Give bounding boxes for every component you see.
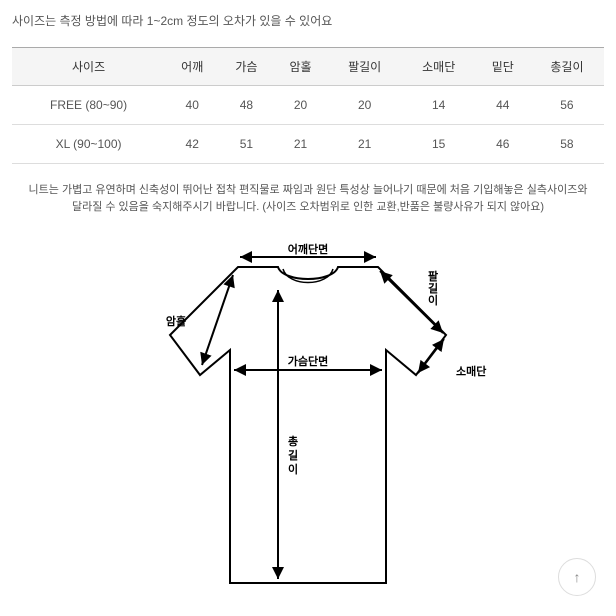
note-line: 니트는 가볍고 유연하며 신축성이 뛰어난 접착 편직물로 짜임과 원단 특성상… [29,184,588,196]
scroll-top-button[interactable]: ↑ [558,558,596,596]
label-shoulder: 어깨단면 [288,242,328,256]
cell: 58 [530,125,604,164]
cell: 20 [328,86,402,125]
cell: 40 [165,86,219,125]
th-bottom-hem: 밑단 [476,48,530,86]
th-sleeve-length: 팔길이 [328,48,402,86]
th-size: 사이즈 [12,48,165,86]
size-table: 사이즈 어깨 가슴 암홀 팔길이 소매단 밑단 총길이 FREE (80~90)… [12,47,604,164]
th-shoulder: 어깨 [165,48,219,86]
table-row: FREE (80~90) 40 48 20 20 14 44 56 [12,86,604,125]
th-armhole: 암홀 [273,48,327,86]
tshirt-diagram: 어깨단면 암홀 팔 길 이 소매단 가슴단면 총 길 이 [12,235,604,598]
th-total-length: 총길이 [530,48,604,86]
label-sleeve-hem: 소매단 [456,364,486,378]
knit-note: 니트는 가볍고 유연하며 신축성이 뛰어난 접착 편직물로 짜임과 원단 특성상… [12,182,604,215]
label-chest: 가슴단면 [288,354,328,368]
table-header-row: 사이즈 어깨 가슴 암홀 팔길이 소매단 밑단 총길이 [12,48,604,86]
cell: 42 [165,125,219,164]
cell: 14 [402,86,476,125]
cell: 21 [328,125,402,164]
cell: 44 [476,86,530,125]
cell: 51 [219,125,273,164]
cell: 48 [219,86,273,125]
arrow-up-icon: ↑ [574,569,581,585]
cell: 46 [476,125,530,164]
cell: 15 [402,125,476,164]
th-sleeve-hem: 소매단 [402,48,476,86]
cell: XL (90~100) [12,125,165,164]
table-row: XL (90~100) 42 51 21 21 15 46 58 [12,125,604,164]
cell: FREE (80~90) [12,86,165,125]
cell: 21 [273,125,327,164]
cell: 20 [273,86,327,125]
cell: 56 [530,86,604,125]
th-chest: 가슴 [219,48,273,86]
measurement-note: 사이즈는 측정 방법에 따라 1~2cm 정도의 오차가 있을 수 있어요 [12,12,604,29]
label-sleeve-length: 팔 길 이 [428,269,441,307]
note-line: 달라질 수 있음을 숙지해주시기 바랍니다. (사이즈 오차범위로 인한 교환,… [72,201,544,213]
label-armhole: 암홀 [166,314,186,328]
